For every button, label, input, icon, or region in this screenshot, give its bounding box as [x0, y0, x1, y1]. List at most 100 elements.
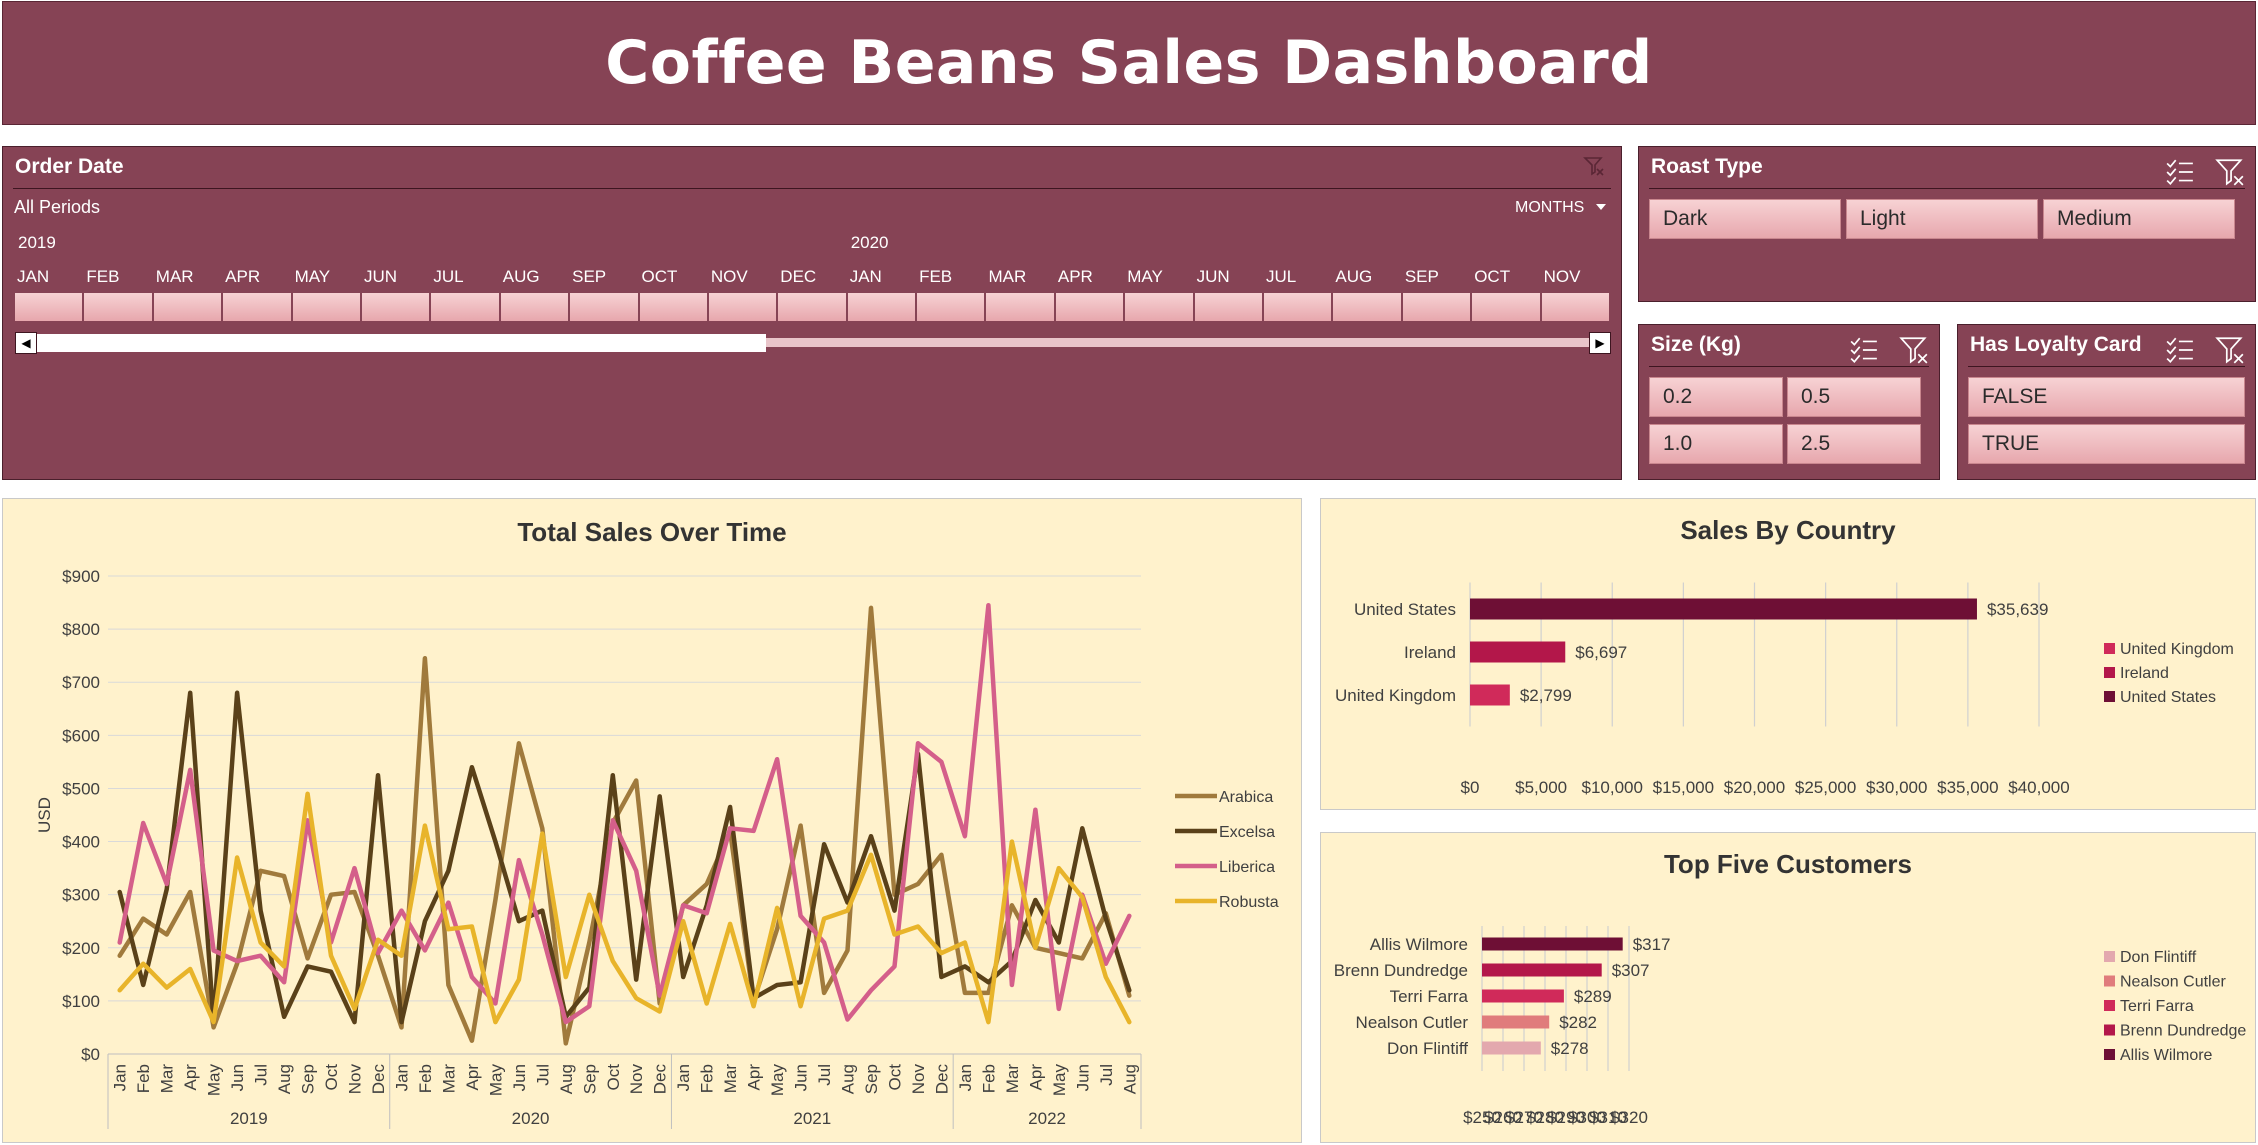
- x-tick-label: Apr: [745, 1064, 764, 1091]
- legend-label: Allis Wilmore: [2120, 1047, 2213, 1064]
- timeline-month-label: OCT: [1474, 267, 1511, 286]
- timeline-month-cell[interactable]: [639, 293, 709, 321]
- total-sales-chart[interactable]: Total Sales Over Time $0 $100 $200 $300 $400…: [2, 498, 1302, 1143]
- timeline-month-label: NOV: [1543, 267, 1581, 286]
- y-tick-label: $300: [62, 886, 100, 905]
- timeline-month-cell[interactable]: [1125, 293, 1195, 321]
- timeline-month-cell[interactable]: [847, 293, 918, 321]
- timeline-year-label: 2020: [850, 233, 889, 252]
- timeline-month-cell[interactable]: [361, 293, 432, 321]
- timeline-scroll-thumb[interactable]: [37, 334, 767, 352]
- title-banner: Coffee Beans Sales Dashboard: [2, 1, 2256, 125]
- timeline-scroll-track[interactable]: [37, 338, 1589, 347]
- bar-allis-wilmore: [1482, 937, 1623, 951]
- loyalty-button-true[interactable]: TRUE: [1968, 424, 2245, 464]
- y-tick-label: $800: [62, 620, 100, 639]
- timeline-unit-dropdown[interactable]: MONTHS: [1515, 199, 1607, 217]
- sales-by-country-chart[interactable]: Sales By Country $0 $5,000 $10,000 $15,000 $…: [1320, 498, 2256, 810]
- line-chart-canvas: $0 $100 $200 $300 $400 $500 $600 $700 $800 $900 US…: [35, 567, 1279, 1129]
- timeline-month-cell[interactable]: [153, 293, 224, 321]
- x-tick-label: Mar: [721, 1064, 740, 1094]
- scroll-right-arrow-icon[interactable]: ▶: [1589, 332, 1611, 354]
- scroll-left-arrow-icon[interactable]: ◀: [15, 332, 37, 354]
- roast-type-button-medium[interactable]: Medium: [2043, 199, 2235, 239]
- timeline-month-label: MAR: [155, 267, 194, 286]
- timeline-month-cell[interactable]: [84, 293, 154, 321]
- timeline-month-label: MAR: [988, 267, 1027, 286]
- loyalty-card-slicer[interactable]: Has Loyalty Card FALSE TRUE: [1957, 324, 2256, 480]
- x-tick-label: Jan: [956, 1064, 975, 1091]
- timeline-month-label: SEP: [1404, 267, 1439, 286]
- timeline-month-cell[interactable]: [917, 293, 987, 321]
- x-tick-label: May: [205, 1064, 224, 1097]
- y-tick-label: $600: [62, 726, 100, 745]
- multi-select-icon[interactable]: [2165, 157, 2195, 187]
- x-tick-label: $5,000: [1515, 778, 1567, 797]
- timeline-month-cell[interactable]: [1264, 293, 1334, 321]
- size-button-2-5[interactable]: 2.5: [1787, 424, 1921, 464]
- multi-select-icon[interactable]: [1849, 335, 1879, 365]
- timeline-month-cell[interactable]: [500, 293, 571, 321]
- legend-label: Terri Farra: [2120, 998, 2194, 1015]
- x-tick-label: Mar: [1003, 1064, 1022, 1094]
- timeline-month-cell[interactable]: [570, 293, 640, 321]
- timeline-month-cell[interactable]: [986, 293, 1056, 321]
- timeline-month-label: FEB: [919, 267, 953, 286]
- x-tick-label: Sep: [862, 1064, 881, 1094]
- x-tick-label: Feb: [416, 1064, 435, 1093]
- x-tick-label: Feb: [134, 1064, 153, 1093]
- timeline-month-cell[interactable]: [15, 293, 85, 321]
- size-button-1-0[interactable]: 1.0: [1649, 424, 1783, 464]
- timeline-month-cell[interactable]: [1055, 293, 1126, 321]
- size-button-0-5[interactable]: 0.5: [1787, 377, 1921, 417]
- x-tick-label: $270: [1505, 1108, 1543, 1127]
- data-label: $278: [1551, 1039, 1589, 1058]
- timeline-unit-label: MONTHS: [1515, 199, 1585, 216]
- bar-don-flintiff: [1482, 1041, 1541, 1055]
- size-title: Size (Kg): [1651, 333, 1741, 356]
- legend-label-robusta: Robusta: [1219, 894, 1279, 911]
- x-year-label: 2019: [230, 1109, 268, 1128]
- legend-label: Ireland: [2120, 665, 2169, 682]
- size-divider: [1649, 366, 1929, 367]
- timeline-month-cell[interactable]: [1541, 293, 1611, 321]
- order-date-timeline[interactable]: Order Date All Periods MONTHS ◀ ▶ 2019 20…: [2, 146, 1622, 480]
- top-customers-chart[interactable]: Top Five Customers $250 $260 $270 $280 $290 $…: [1320, 832, 2256, 1143]
- timeline-month-cell[interactable]: [1402, 293, 1473, 321]
- bar-united-states: [1470, 598, 1977, 620]
- clear-filter-icon[interactable]: [2215, 335, 2245, 365]
- x-tick-label: Oct: [885, 1064, 904, 1091]
- legend-swatch-united-states: [2104, 691, 2115, 702]
- roast-type-slicer[interactable]: Roast Type Dark Light Medium: [1638, 146, 2256, 302]
- loyalty-button-false[interactable]: FALSE: [1968, 377, 2245, 417]
- timeline-month-cell[interactable]: [1333, 293, 1403, 321]
- timeline-month-label: APR: [1057, 267, 1093, 286]
- legend-label-arabica: Arabica: [1219, 789, 1273, 806]
- timeline-month-cell[interactable]: [223, 293, 293, 321]
- clear-filter-icon[interactable]: [2215, 157, 2245, 187]
- loyalty-divider: [1968, 366, 2245, 367]
- x-tick-label: Feb: [979, 1064, 998, 1093]
- size-button-0-2[interactable]: 0.2: [1649, 377, 1783, 417]
- clear-filter-icon[interactable]: [1899, 335, 1929, 365]
- multi-select-icon[interactable]: [2165, 335, 2195, 365]
- x-tick-label: Jul: [252, 1064, 271, 1086]
- timeline-month-cell[interactable]: [431, 293, 501, 321]
- data-label: $2,799: [1520, 686, 1572, 705]
- x-tick-label: Feb: [698, 1064, 717, 1093]
- roast-type-button-light[interactable]: Light: [1846, 199, 2038, 239]
- category-label: Brenn Dundredge: [1334, 961, 1468, 980]
- timeline-month-cell[interactable]: [292, 293, 362, 321]
- timeline-period-label: All Periods: [14, 197, 101, 217]
- timeline-month-label: JUL: [433, 267, 464, 286]
- timeline-month-cell[interactable]: [778, 293, 848, 321]
- clear-filter-icon[interactable]: [1583, 155, 1605, 177]
- category-label: United States: [1354, 600, 1456, 619]
- size-slicer[interactable]: Size (Kg) 0.2 0.5 1.0 2.5: [1638, 324, 1940, 480]
- timeline-month-cell[interactable]: [1194, 293, 1265, 321]
- dropdown-caret-icon: [1595, 204, 1606, 210]
- timeline-month-cell[interactable]: [1472, 293, 1542, 321]
- timeline-month-cell[interactable]: [708, 293, 779, 321]
- x-tick-label: Dec: [369, 1064, 388, 1095]
- roast-type-button-dark[interactable]: Dark: [1649, 199, 1841, 239]
